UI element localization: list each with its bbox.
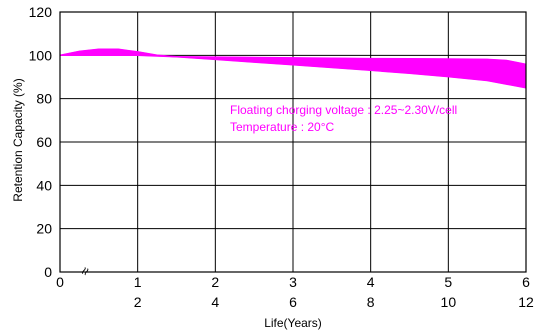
lower-bound-line xyxy=(60,54,527,89)
upper-bound-line xyxy=(59,48,527,66)
annotations: Floating chorging voltage : 2.25~2.30V/c… xyxy=(230,103,457,134)
x-tick-label-secondary: 6 xyxy=(289,294,297,310)
x-axis-title: Life(Years) xyxy=(264,316,322,330)
annotation-1: Floating chorging voltage : 2.25~2.30V/c… xyxy=(230,103,457,117)
y-tick-label: 120 xyxy=(29,4,53,20)
y-tick-label: 40 xyxy=(36,177,52,193)
x-tick-label-secondary: 10 xyxy=(441,294,457,310)
x-tick-label-secondary: 2 xyxy=(134,294,142,310)
x-tick-label-secondary: 12 xyxy=(518,294,534,310)
x-tick-label-primary: 0 xyxy=(56,274,64,290)
x-tick-label-primary: 3 xyxy=(289,274,297,290)
y-tick-label: 100 xyxy=(29,47,53,63)
y-tick-label: 60 xyxy=(36,134,52,150)
y-axis-title: Retention Capacity (%) xyxy=(11,78,25,201)
x-tick-label-primary: 1 xyxy=(134,274,142,290)
x-tick-label-primary: 6 xyxy=(522,274,530,290)
y-tick-label: 0 xyxy=(44,264,52,280)
retention-band xyxy=(59,48,527,89)
plot-frame xyxy=(59,11,527,273)
y-tick-label: 80 xyxy=(36,91,52,107)
y-tick-label: 20 xyxy=(36,221,52,237)
annotation-2: Temperature : 20°C xyxy=(230,120,335,134)
x-tick-label-secondary: 8 xyxy=(367,294,375,310)
x-tick-label-secondary: 4 xyxy=(211,294,219,310)
x-tick-label-primary: 2 xyxy=(211,274,219,290)
x-tick-label-primary: 4 xyxy=(367,274,375,290)
x-tick-label-primary: 5 xyxy=(444,274,452,290)
